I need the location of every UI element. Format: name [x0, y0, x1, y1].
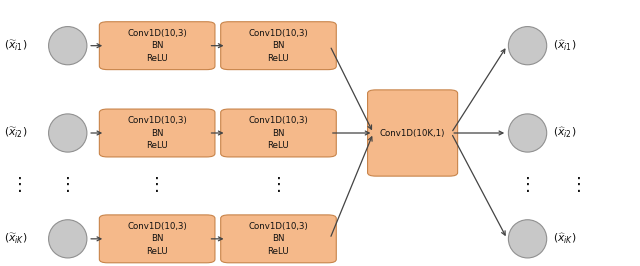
Text: $(\widetilde{x}_{iK})$: $(\widetilde{x}_{iK})$: [4, 232, 28, 246]
Text: BN: BN: [151, 234, 163, 243]
Text: BN: BN: [272, 41, 285, 50]
FancyBboxPatch shape: [99, 109, 215, 157]
Text: BN: BN: [151, 41, 163, 50]
Text: ReLU: ReLU: [147, 141, 168, 150]
Text: ReLU: ReLU: [268, 141, 289, 150]
FancyBboxPatch shape: [367, 90, 458, 176]
Text: ReLU: ReLU: [147, 54, 168, 63]
Ellipse shape: [49, 27, 87, 65]
Text: Conv1D(10,3): Conv1D(10,3): [248, 222, 308, 231]
Text: ReLU: ReLU: [268, 54, 289, 63]
Text: Conv1D(10,3): Conv1D(10,3): [127, 222, 187, 231]
Text: $(\widetilde{x}_{i1})$: $(\widetilde{x}_{i1})$: [4, 39, 28, 53]
Text: ⋮: ⋮: [59, 176, 77, 194]
Text: ReLU: ReLU: [147, 247, 168, 256]
Ellipse shape: [49, 220, 87, 258]
Text: ⋮: ⋮: [148, 176, 166, 194]
Text: ⋮: ⋮: [11, 176, 29, 194]
Ellipse shape: [508, 114, 547, 152]
Text: BN: BN: [272, 234, 285, 243]
Text: Conv1D(10,3): Conv1D(10,3): [248, 116, 308, 125]
FancyBboxPatch shape: [99, 215, 215, 263]
Text: ⋮: ⋮: [269, 176, 287, 194]
FancyBboxPatch shape: [221, 215, 336, 263]
Text: Conv1D(10,3): Conv1D(10,3): [127, 29, 187, 38]
Ellipse shape: [49, 114, 87, 152]
Text: Conv1D(10K,1): Conv1D(10K,1): [380, 128, 445, 138]
Text: Conv1D(10,3): Conv1D(10,3): [127, 116, 187, 125]
Text: ReLU: ReLU: [268, 247, 289, 256]
FancyBboxPatch shape: [99, 22, 215, 70]
Text: $(\widetilde{x}_{i2})$: $(\widetilde{x}_{i2})$: [4, 126, 28, 140]
FancyBboxPatch shape: [221, 22, 336, 70]
Text: BN: BN: [151, 128, 163, 138]
Text: $(\widehat{x}_{iK})$: $(\widehat{x}_{iK})$: [553, 232, 577, 246]
FancyBboxPatch shape: [221, 109, 336, 157]
Text: $(\widehat{x}_{i2})$: $(\widehat{x}_{i2})$: [553, 126, 577, 140]
Ellipse shape: [508, 220, 547, 258]
Text: Conv1D(10,3): Conv1D(10,3): [248, 29, 308, 38]
Ellipse shape: [508, 27, 547, 65]
Text: BN: BN: [272, 128, 285, 138]
Text: ⋮: ⋮: [518, 176, 536, 194]
Text: $(\widehat{x}_{i1})$: $(\widehat{x}_{i1})$: [553, 39, 577, 53]
Text: ⋮: ⋮: [570, 176, 588, 194]
